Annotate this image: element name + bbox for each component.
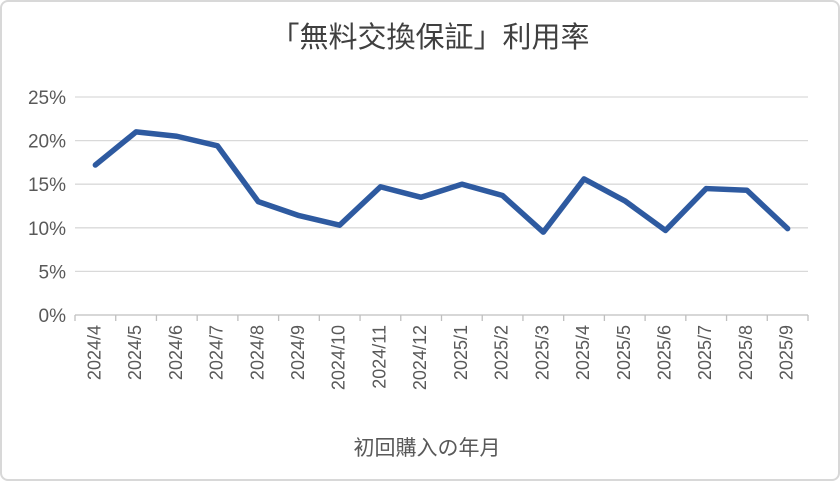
- x-tick-label: 2025/5: [614, 325, 634, 380]
- data-line: [92, 129, 791, 235]
- x-tick-label: 2025/4: [573, 325, 593, 380]
- x-tick-label: 2024/12: [410, 325, 430, 390]
- y-tick-label: 15%: [28, 175, 66, 196]
- x-tick-label: 2024/10: [329, 325, 349, 390]
- x-tick-label: 2025/1: [451, 325, 471, 380]
- x-tick-label: 2024/4: [84, 325, 104, 380]
- x-tick-label: 2025/7: [695, 325, 715, 380]
- y-tick-label: 5%: [39, 262, 67, 283]
- x-tick-label: 2024/8: [247, 325, 267, 380]
- y-tick-label: 25%: [28, 88, 66, 109]
- chart-title: 「無料交換保証」利用率: [270, 22, 590, 54]
- x-tick-label: 2024/6: [166, 325, 186, 380]
- x-tick-label: 2024/5: [125, 325, 145, 380]
- x-axis-title: 初回購入の年月: [353, 437, 501, 460]
- y-tick-label: 0%: [39, 306, 67, 327]
- x-tick-label: 2025/2: [492, 325, 512, 380]
- x-tick-label: 2025/3: [532, 325, 552, 380]
- x-tick-label: 2024/7: [207, 325, 227, 380]
- x-tick-label: 2025/8: [736, 325, 756, 380]
- y-tick-label: 20%: [28, 132, 66, 153]
- y-tick-label: 10%: [28, 219, 66, 240]
- x-tick-label: 2024/9: [288, 325, 308, 380]
- x-tick-label: 2024/11: [369, 325, 389, 389]
- x-tick-label: 2025/6: [654, 325, 674, 380]
- x-tick-label: 2025/9: [777, 325, 797, 380]
